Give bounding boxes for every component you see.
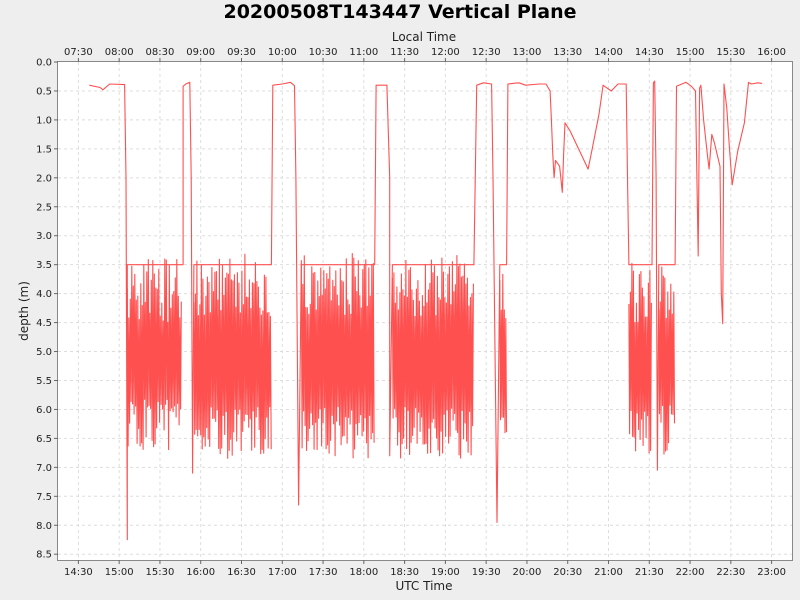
chart-title: 20200508T143447 Vertical Plane (223, 1, 576, 23)
x-tick-label: 22:30 (716, 567, 745, 578)
y-tick-label: 3.0 (36, 231, 52, 242)
x-tick-label: 21:00 (594, 567, 623, 578)
y-tick-label: 8.0 (36, 521, 52, 532)
x2-tick-label: 15:30 (716, 47, 745, 58)
x2-tick-label: 08:00 (105, 47, 134, 58)
x2-tick-label: 13:00 (513, 47, 542, 58)
x2-tick-label: 12:30 (472, 47, 501, 58)
x-axis-local: 07:30 08:00 08:30 09:00 09:30 10:00 10:30 11:00… (64, 47, 786, 62)
x-tick-label: 19:00 (431, 567, 460, 578)
x-tick-label: 20:30 (553, 567, 582, 578)
y-axis-title: depth (m) (17, 281, 31, 341)
y-tick-label: 2.5 (36, 202, 52, 213)
x2-axis-title: Local Time (392, 30, 456, 44)
x-tick-label: 15:30 (146, 567, 175, 578)
y-tick-label: 7.5 (36, 492, 52, 503)
y-tick-label: 1.0 (36, 115, 52, 126)
x2-tick-label: 08:30 (146, 47, 175, 58)
x-tick-label: 17:00 (268, 567, 297, 578)
y-tick-label: 8.5 (36, 550, 52, 561)
x-tick-label: 16:00 (186, 567, 215, 578)
x2-tick-label: 13:30 (553, 47, 582, 58)
y-tick-label: 4.0 (36, 289, 52, 300)
x-tick-label: 18:30 (390, 567, 419, 578)
y-tick-label: 5.5 (36, 376, 52, 387)
x-tick-label: 15:00 (105, 567, 134, 578)
x2-tick-label: 11:30 (390, 47, 419, 58)
x2-tick-label: 16:00 (757, 47, 786, 58)
x2-tick-label: 09:00 (186, 47, 215, 58)
series-oscillation (391, 255, 474, 459)
series-oscillation (658, 266, 676, 455)
series-oscillation (300, 253, 375, 459)
y-axis: 0.0 0.5 1.0 1.5 2.0 2.5 3.0 3.5 4.0 4.5 5.0 5.5 6.0 6… (36, 58, 58, 561)
y-tick-label: 0.5 (36, 86, 52, 97)
series-oscillation (193, 253, 272, 459)
series-group (89, 80, 763, 541)
x2-tick-label: 09:30 (227, 47, 256, 58)
x-tick-label: 14:30 (64, 567, 93, 578)
y-tick-label: 7.0 (36, 463, 52, 474)
y-tick-label: 6.0 (36, 405, 52, 416)
y-tick-label: 2.0 (36, 173, 52, 184)
x2-tick-label: 10:00 (268, 47, 297, 58)
x2-tick-label: 14:30 (635, 47, 664, 58)
y-tick-label: 6.5 (36, 434, 52, 445)
x2-tick-label: 07:30 (64, 47, 93, 58)
y-tick-label: 5.0 (36, 347, 52, 358)
x-tick-label: 19:30 (472, 567, 501, 578)
x-tick-label: 18:00 (349, 567, 378, 578)
series-oscillation (628, 262, 652, 454)
y-tick-label: 4.5 (36, 318, 52, 329)
x-tick-label: 16:30 (227, 567, 256, 578)
x-tick-label: 21:30 (635, 567, 664, 578)
x-tick-label: 20:00 (513, 567, 542, 578)
x2-tick-label: 11:00 (349, 47, 378, 58)
y-tick-label: 0.0 (36, 58, 52, 69)
x2-tick-label: 10:30 (309, 47, 338, 58)
series-line (89, 80, 763, 541)
x2-tick-label: 15:00 (676, 47, 705, 58)
x-tick-label: 22:00 (676, 567, 705, 578)
y-tick-label: 3.5 (36, 260, 52, 271)
y-tick-label: 1.5 (36, 144, 52, 155)
x2-tick-label: 14:00 (594, 47, 623, 58)
x-axis-title: UTC Time (396, 579, 453, 593)
series-oscillation (126, 258, 182, 451)
x-tick-label: 17:30 (309, 567, 338, 578)
x2-tick-label: 12:00 (431, 47, 460, 58)
series-oscillation (499, 273, 508, 434)
x-axis-utc: 14:30 15:00 15:30 16:00 16:30 17:00 17:30 18:00… (64, 560, 786, 578)
x-tick-label: 23:00 (757, 567, 786, 578)
